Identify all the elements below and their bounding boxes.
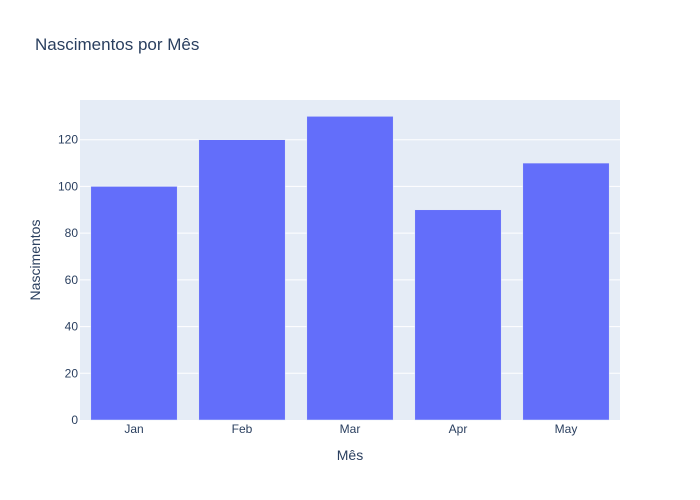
y-tick-label: 100 [58,179,78,193]
bar-jan [90,186,178,421]
y-axis-title: Nascimentos [27,220,43,301]
y-axis-ticks: 0 20 40 60 80 100 120 [58,133,78,427]
bars [90,116,610,421]
x-tick-label: Feb [232,422,253,436]
bar-mar [306,116,394,421]
y-tick-label: 120 [58,133,78,147]
bar-may [522,162,610,421]
y-tick-label: 40 [65,320,79,334]
chart-title: Nascimentos por Mês [35,35,199,54]
x-axis-ticks: Jan Feb Mar Apr May [124,422,577,436]
y-tick-label: 20 [65,366,79,380]
bar-feb [198,139,286,421]
y-tick-label: 60 [65,273,79,287]
x-tick-label: Jan [124,422,143,436]
y-tick-label: 80 [65,226,79,240]
x-tick-label: Mar [340,422,361,436]
bar-apr [414,209,502,421]
x-tick-label: May [555,422,578,436]
x-axis-title: Mês [337,447,363,463]
y-tick-label: 0 [71,413,78,427]
x-tick-label: Apr [449,422,468,436]
